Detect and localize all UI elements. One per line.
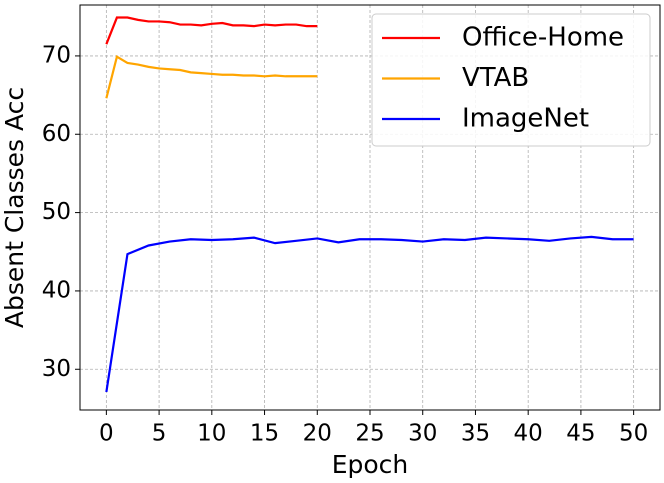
data-line bbox=[105, 16, 318, 45]
data-line bbox=[105, 235, 634, 393]
legend-box bbox=[371, 13, 651, 147]
y-tick-label: 40 bbox=[42, 277, 71, 303]
x-tick-label: 15 bbox=[250, 421, 279, 447]
legend-label: VTAB bbox=[462, 63, 529, 93]
x-tick-label: 25 bbox=[355, 421, 384, 447]
x-tick-label: 20 bbox=[303, 421, 332, 447]
y-tick-label: 30 bbox=[42, 356, 71, 382]
y-tick-label: 60 bbox=[42, 121, 71, 147]
y-tick-label: 70 bbox=[42, 42, 71, 68]
plot-frame bbox=[79, 4, 661, 411]
legend-label: Office-Home bbox=[462, 23, 624, 53]
y-axis-label: Absent Classes Acc bbox=[0, 87, 29, 328]
data-line bbox=[105, 55, 318, 99]
x-tick-label: 0 bbox=[99, 421, 114, 447]
x-tick-label: 5 bbox=[152, 421, 167, 447]
x-tick-label: 40 bbox=[514, 421, 543, 447]
legend-label: ImageNet bbox=[462, 104, 589, 134]
x-tick-label: 45 bbox=[566, 421, 595, 447]
x-tick-label: 10 bbox=[197, 421, 226, 447]
x-tick-label: 30 bbox=[408, 421, 437, 447]
x-tick-label: 35 bbox=[461, 421, 490, 447]
x-axis-label: Epoch bbox=[332, 450, 409, 479]
y-tick-label: 50 bbox=[42, 199, 71, 225]
x-tick-label: 50 bbox=[619, 421, 648, 447]
